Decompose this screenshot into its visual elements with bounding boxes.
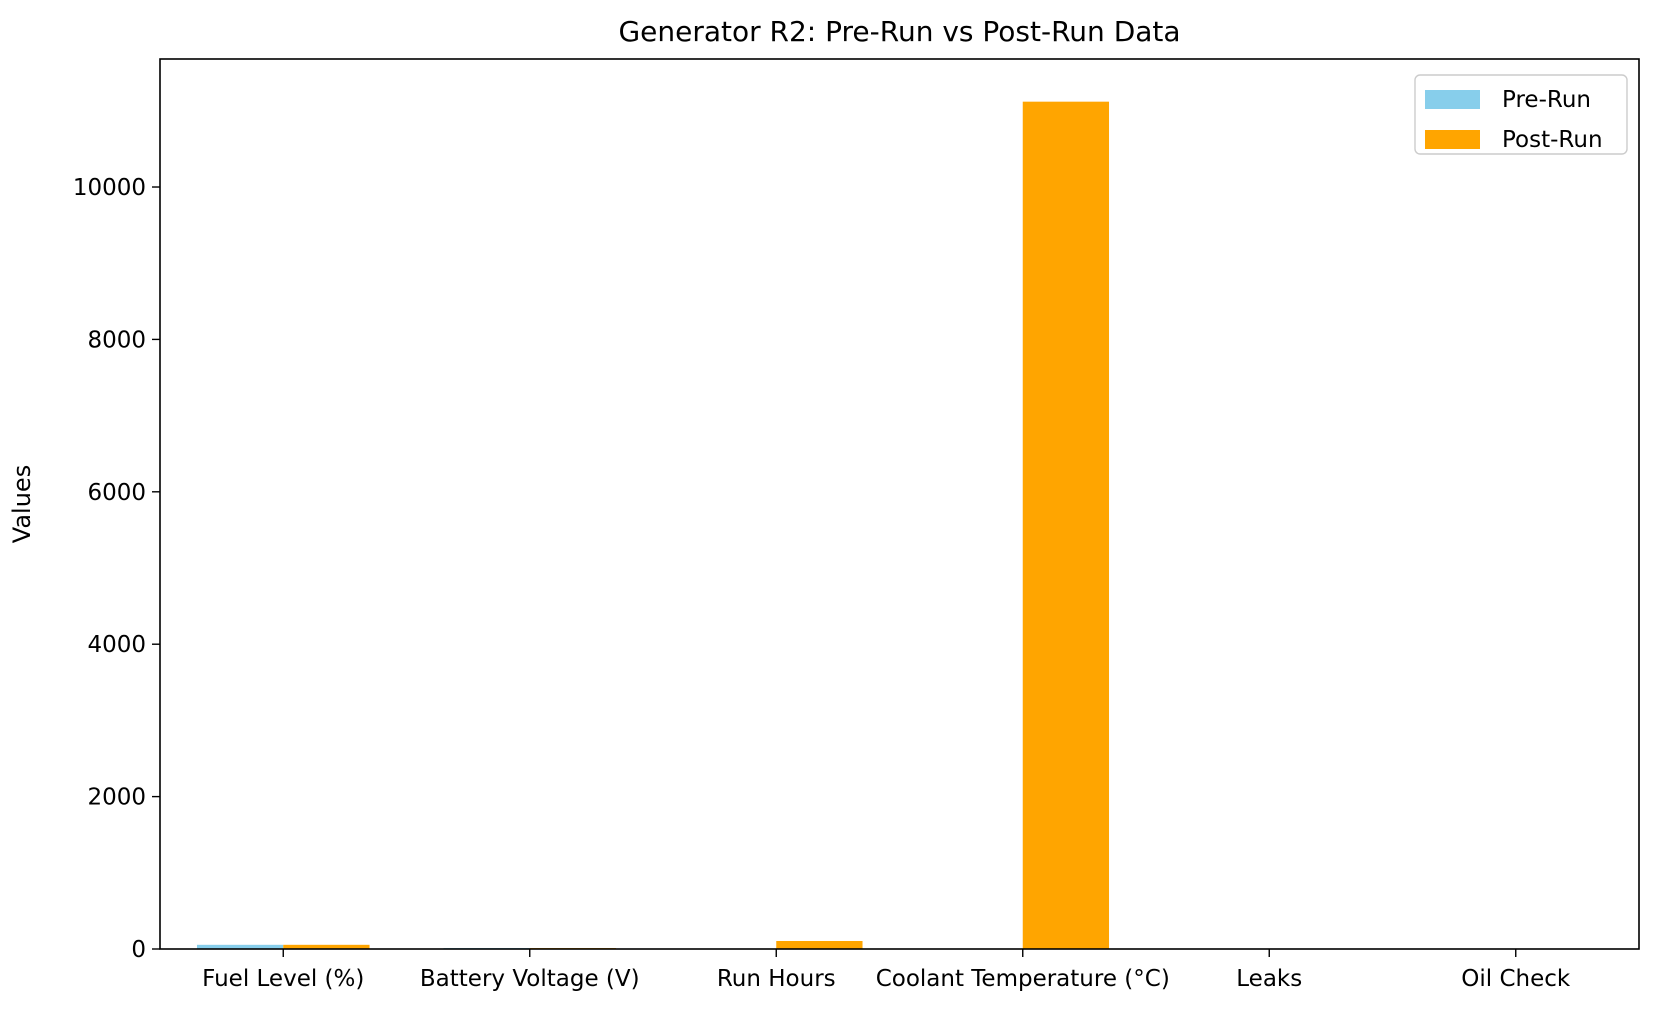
x-tick-label: Oil Check [1461,966,1571,992]
axes-frame [159,58,1640,950]
legend: Pre-Run Post-Run [1414,74,1628,155]
y-tick-label: 2000 [87,785,146,811]
y-axis-label: Values [8,465,36,543]
y-tick-label: 10000 [73,175,146,201]
y-axis: 0 2000 4000 6000 8000 10000 [73,175,160,963]
y-tick-label: 6000 [87,480,146,506]
x-tick-label: Leaks [1236,966,1302,992]
legend-swatch [1425,130,1480,149]
legend-label: Post-Run [1502,127,1603,153]
y-tick-label: 0 [131,937,146,963]
legend-swatch [1425,90,1480,109]
bar-pre-run-0 [196,944,284,949]
y-tick-label: 4000 [87,632,146,658]
bar-post-run-0 [283,944,370,949]
chart-title: Generator R2: Pre-Run vs Post-Run Data [618,15,1180,48]
y-tick-label: 8000 [87,327,146,353]
bars-layer [196,101,1110,949]
x-tick-label: Coolant Temperature (°C) [876,966,1170,992]
bar-post-run-3 [1022,101,1110,949]
x-tick-label: Run Hours [717,966,836,992]
x-tick-label: Battery Voltage (V) [420,966,640,992]
legend-label: Pre-Run [1502,87,1591,113]
x-tick-label: Fuel Level (%) [202,966,364,992]
bar-post-run-2 [776,940,863,949]
x-axis: Fuel Level (%) Battery Voltage (V) Run Hou… [202,949,1571,992]
